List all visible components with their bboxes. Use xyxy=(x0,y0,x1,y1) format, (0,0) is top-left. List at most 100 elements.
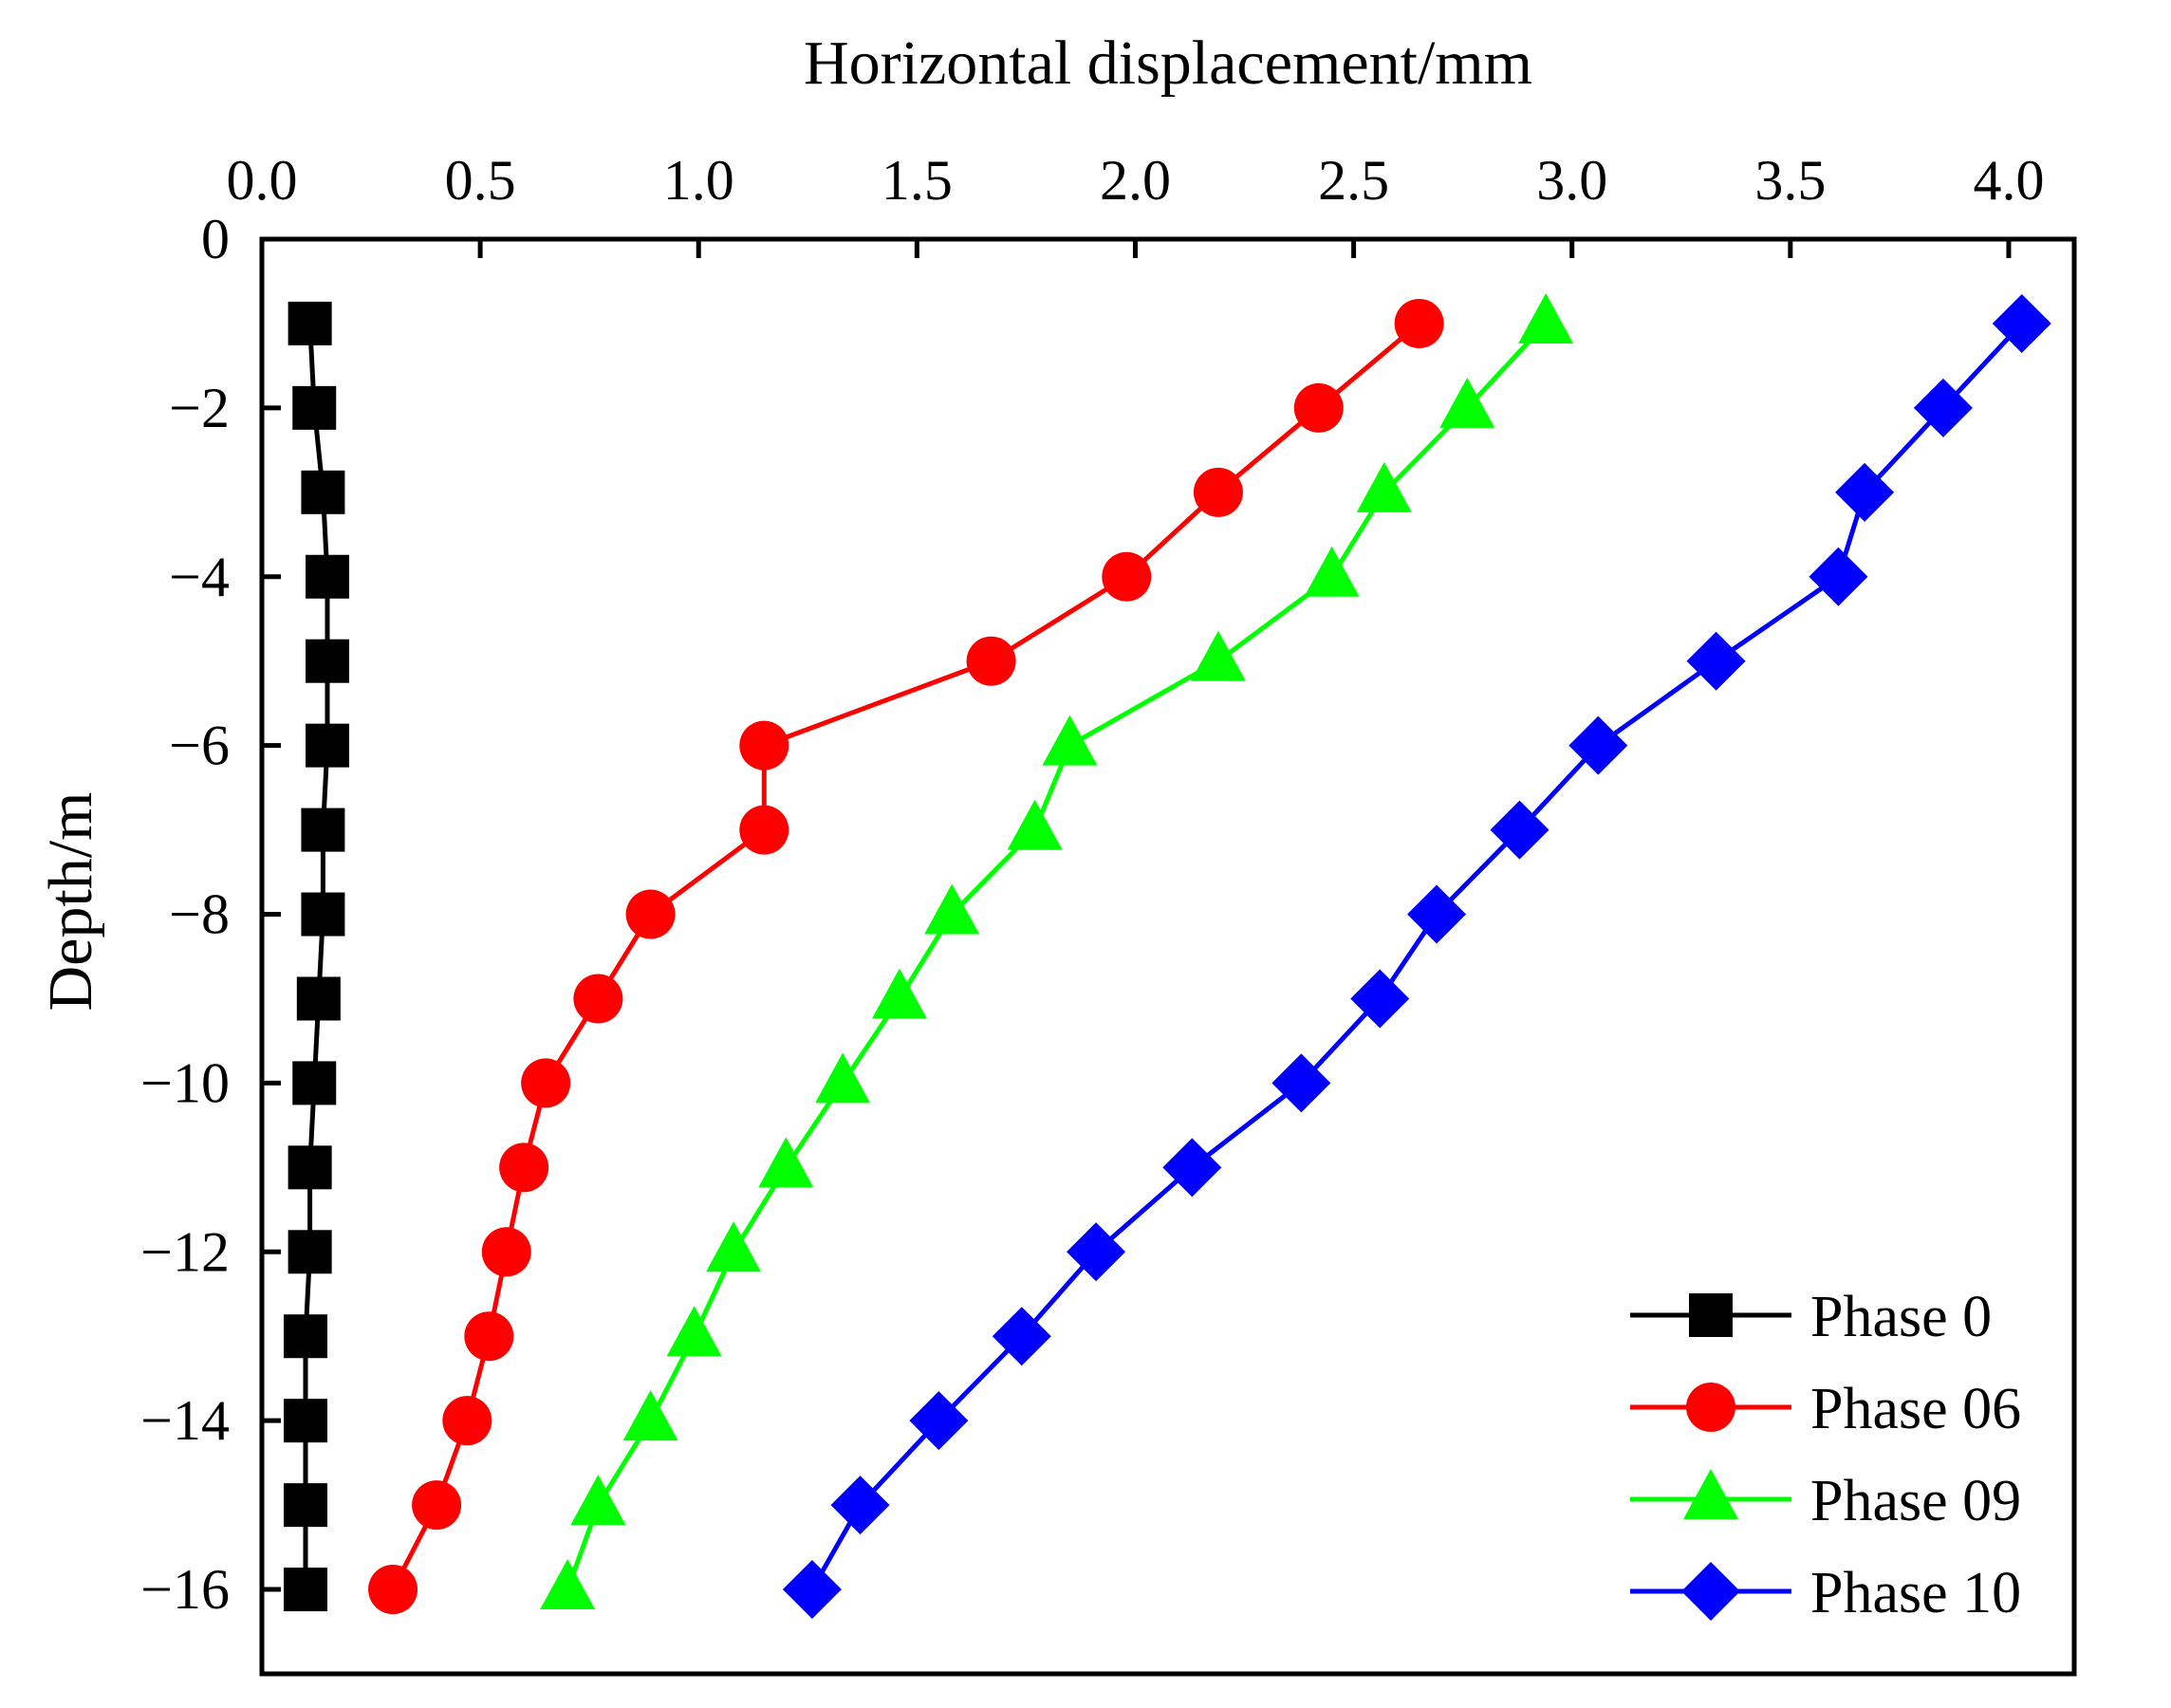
legend-label: Phase 10 xyxy=(1810,1561,2021,1625)
data-point-square xyxy=(284,1483,328,1528)
data-point-circle xyxy=(739,720,789,770)
data-point-circle xyxy=(739,805,789,855)
data-point-diamond xyxy=(1913,378,1973,437)
data-point-triangle xyxy=(1190,630,1246,681)
data-point-square xyxy=(284,1568,328,1612)
data-point-triangle xyxy=(924,883,980,935)
data-point-circle xyxy=(481,1227,531,1277)
x-tick-label: 1.0 xyxy=(663,149,734,212)
data-point-triangle xyxy=(1007,799,1063,850)
data-point-diamond xyxy=(1162,1138,1222,1197)
series-line xyxy=(565,322,1548,1590)
series-phase-10 xyxy=(782,293,2051,1620)
x-tick-label: 0.0 xyxy=(227,149,298,212)
data-point-circle xyxy=(1193,467,1243,517)
data-point-diamond xyxy=(782,1560,842,1620)
data-point-triangle xyxy=(622,1390,678,1441)
legend-marker-triangle xyxy=(1683,1469,1738,1519)
data-point-square xyxy=(288,1230,332,1274)
legend-label: Phase 0 xyxy=(1810,1285,1992,1349)
data-point-square xyxy=(284,1399,328,1443)
data-point-circle xyxy=(368,1565,418,1615)
x-axis-ticks: 0.0 0.5 1.0 1.5 2.0 2.5 3.0 3.5 4.0 xyxy=(227,149,2044,258)
data-point-triangle xyxy=(815,1052,871,1104)
plot-frame xyxy=(259,236,2077,1677)
legend-label: Phase 06 xyxy=(1810,1377,2021,1441)
legend-item: Phase 09 xyxy=(1630,1469,2021,1533)
legend-item: Phase 10 xyxy=(1630,1561,2021,1625)
data-point-diamond xyxy=(1568,715,1628,775)
y-tick-label: 0 xyxy=(201,208,230,270)
data-point-circle xyxy=(1102,551,1152,602)
x-tick-label: 4.0 xyxy=(1973,149,2044,212)
data-point-triangle xyxy=(1304,546,1360,597)
legend-item: Phase 06 xyxy=(1630,1377,2021,1441)
data-point-square xyxy=(288,301,332,345)
y-tick-label: −8 xyxy=(169,883,230,946)
data-point-diamond xyxy=(1350,969,1410,1029)
series-phase-06 xyxy=(368,298,1444,1615)
data-point-diamond xyxy=(1407,884,1467,944)
x-axis-title: Horizontal displacement/mm xyxy=(804,28,1532,98)
legend-marker-square xyxy=(1689,1293,1733,1337)
data-point-square xyxy=(284,1314,328,1359)
data-point-circle xyxy=(625,889,676,939)
data-point-triangle xyxy=(1518,292,1574,343)
y-tick-label: −14 xyxy=(140,1389,230,1452)
data-point-triangle xyxy=(570,1475,626,1526)
data-point-circle xyxy=(966,636,1016,686)
data-point-triangle xyxy=(1439,377,1495,428)
data-point-circle xyxy=(573,974,623,1024)
data-point-triangle xyxy=(871,968,927,1019)
legend: Phase 0 Phase 06 Phase 09 Phase 10 xyxy=(1630,1285,2021,1625)
y-tick-label: −2 xyxy=(169,377,230,439)
data-point-diamond xyxy=(1271,1053,1331,1113)
y-tick-label: −6 xyxy=(169,715,230,777)
data-point-triangle xyxy=(540,1559,596,1610)
data-point-diamond xyxy=(1992,293,2051,353)
x-tick-label: 3.0 xyxy=(1536,149,1607,212)
data-point-triangle xyxy=(758,1137,814,1188)
series-layer xyxy=(284,292,2051,1620)
data-point-triangle xyxy=(1042,715,1098,766)
y-tick-label: −16 xyxy=(140,1558,230,1621)
data-point-square xyxy=(306,554,350,599)
data-point-diamond xyxy=(1490,800,1549,860)
data-point-square xyxy=(292,1061,337,1105)
series-line xyxy=(809,322,2024,1591)
x-tick-label: 2.5 xyxy=(1318,149,1389,212)
series-phase-0 xyxy=(284,301,350,1612)
legend-item: Phase 0 xyxy=(1630,1285,1992,1349)
data-point-diamond xyxy=(1067,1222,1126,1282)
data-point-diamond xyxy=(992,1307,1051,1366)
legend-marker-circle xyxy=(1686,1383,1735,1432)
data-point-circle xyxy=(442,1396,492,1446)
data-point-circle xyxy=(499,1142,549,1193)
data-point-diamond xyxy=(1686,631,1746,691)
data-point-diamond xyxy=(1809,547,1868,606)
x-tick-label: 1.5 xyxy=(881,149,953,212)
data-point-square xyxy=(306,639,350,683)
data-point-triangle xyxy=(1356,461,1412,512)
y-tick-label: −4 xyxy=(169,546,230,608)
series-phase-09 xyxy=(540,292,1574,1610)
data-point-diamond xyxy=(1835,462,1895,522)
data-point-circle xyxy=(1394,298,1444,348)
y-tick-label: −12 xyxy=(140,1220,230,1283)
data-point-square xyxy=(288,1145,332,1190)
series-line xyxy=(390,321,1421,1591)
y-tick-label: −10 xyxy=(140,1051,230,1114)
data-point-square xyxy=(301,892,345,937)
data-point-triangle xyxy=(706,1221,762,1272)
data-point-square xyxy=(296,976,341,1021)
data-point-circle xyxy=(412,1480,462,1531)
data-point-square xyxy=(292,385,337,430)
legend-label: Phase 09 xyxy=(1810,1469,2021,1533)
data-point-square xyxy=(306,723,350,768)
data-point-circle xyxy=(464,1311,514,1362)
data-point-square xyxy=(301,808,345,852)
y-axis-title: Depth/m xyxy=(36,792,105,1012)
series-line xyxy=(303,323,330,1590)
